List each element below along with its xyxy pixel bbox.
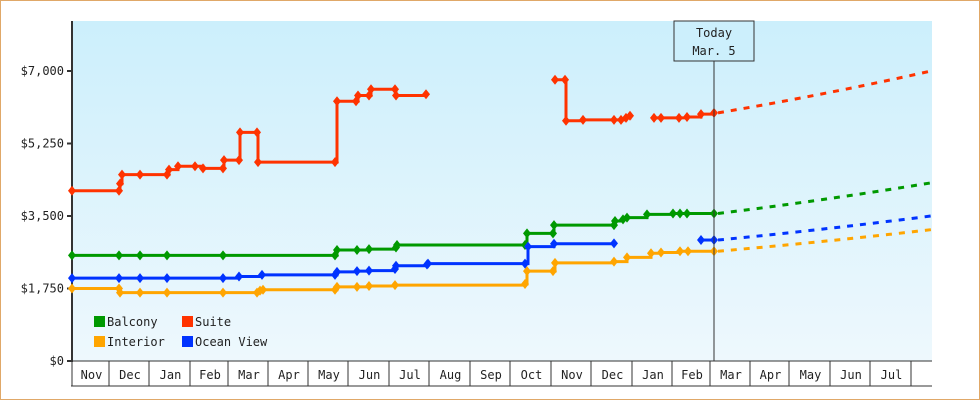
x-tick-label: Mar bbox=[238, 368, 260, 382]
x-tick-label: Feb bbox=[199, 368, 221, 382]
y-tick-label: $1,750 bbox=[21, 282, 64, 296]
x-tick-label: Feb bbox=[681, 368, 703, 382]
x-tick-label: Aug bbox=[440, 368, 462, 382]
legend-swatch bbox=[182, 336, 193, 347]
today-marker: Today Mar. 5 bbox=[673, 20, 755, 361]
today-date: Mar. 5 bbox=[692, 44, 735, 58]
series-interior bbox=[68, 228, 932, 298]
x-tick-label: Jan bbox=[160, 368, 182, 382]
legend-label: Balcony bbox=[107, 315, 158, 329]
y-tick-label: $5,250 bbox=[21, 137, 64, 151]
x-tick-label: Oct bbox=[521, 368, 543, 382]
x-tick-label: Sep bbox=[480, 368, 502, 382]
y-tick-label: $3,500 bbox=[21, 209, 64, 223]
legend-item-interior: Interior bbox=[94, 335, 165, 349]
legend: Balcony Suite Interior Ocean View bbox=[94, 315, 268, 349]
legend-swatch bbox=[182, 316, 193, 327]
x-tick-label: Apr bbox=[278, 368, 300, 382]
series-lines bbox=[68, 69, 932, 298]
legend-label: Ocean View bbox=[195, 335, 268, 349]
series-balcony bbox=[68, 181, 932, 261]
x-axis: Nov Dec Jan Feb Mar Apr May Jun Jul Aug Sep Oct Nov D… bbox=[71, 360, 932, 387]
x-tick-label: Jan bbox=[642, 368, 664, 382]
legend-label: Interior bbox=[107, 335, 165, 349]
legend-item-ocean-view: Ocean View bbox=[182, 335, 268, 349]
series-ocean-view bbox=[68, 214, 932, 284]
today-label: Today bbox=[696, 26, 732, 40]
x-tick-label: May bbox=[318, 368, 340, 382]
x-tick-label: Mar bbox=[720, 368, 742, 382]
y-axis: $0 $1,750 $3,500 $5,250 $7,000 bbox=[21, 21, 73, 368]
x-tick-label: Jul bbox=[881, 368, 903, 382]
x-tick-label: Jun bbox=[359, 368, 381, 382]
x-tick-label: Nov bbox=[81, 368, 103, 382]
legend-label: Suite bbox=[195, 315, 231, 329]
plot-area bbox=[72, 21, 932, 361]
x-tick-label: May bbox=[800, 368, 822, 382]
legend-swatch bbox=[94, 316, 105, 327]
legend-item-balcony: Balcony bbox=[94, 315, 158, 329]
x-tick-label: Nov bbox=[561, 368, 583, 382]
x-tick-label: Apr bbox=[760, 368, 782, 382]
x-tick-label: Dec bbox=[602, 368, 624, 382]
series-suite bbox=[68, 69, 932, 196]
x-tick-label: Jun bbox=[840, 368, 862, 382]
legend-swatch bbox=[94, 336, 105, 347]
y-tick-label: $0 bbox=[50, 354, 64, 368]
legend-item-suite: Suite bbox=[182, 315, 231, 329]
y-tick-label: $7,000 bbox=[21, 64, 64, 78]
x-tick-label: Dec bbox=[119, 368, 141, 382]
today-box bbox=[673, 20, 755, 62]
x-tick-label: Jul bbox=[399, 368, 421, 382]
